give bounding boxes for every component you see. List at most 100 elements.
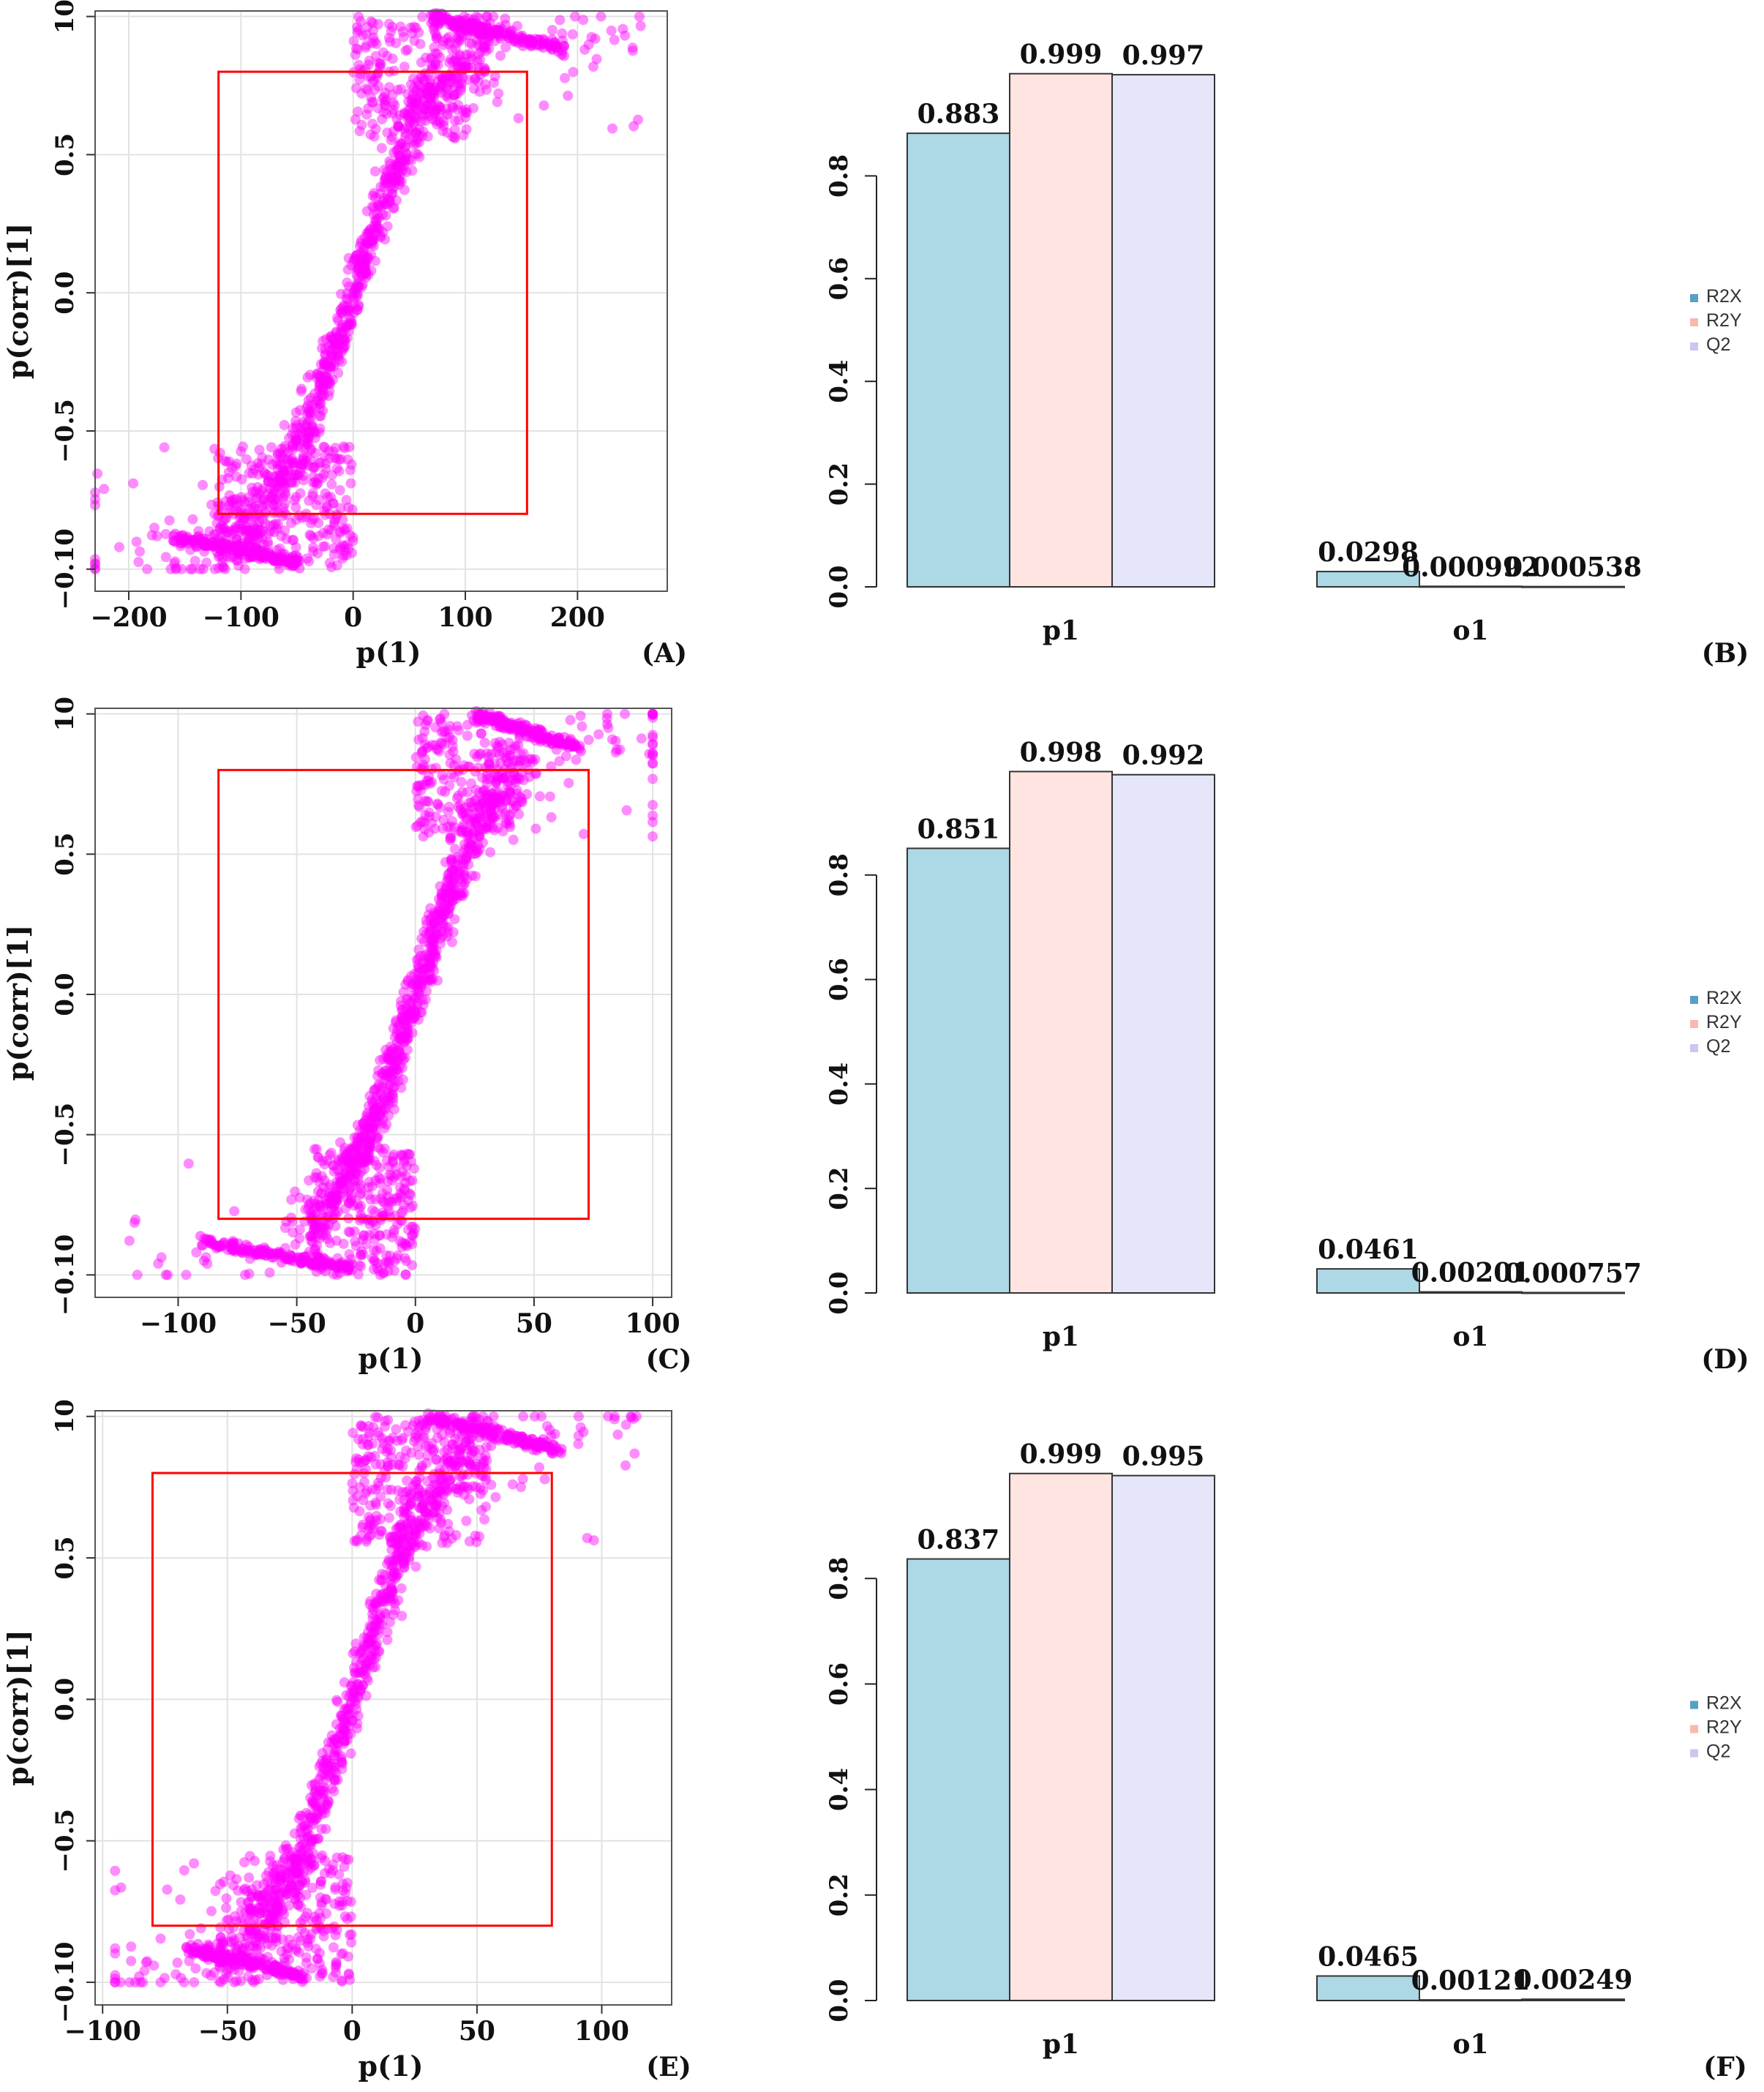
data-point [228,494,239,505]
data-point [386,177,397,188]
data-point [374,212,385,223]
data-point [546,811,557,822]
data-point [361,228,372,239]
data-point [384,197,395,208]
data-point [442,127,453,138]
bar-r2x-p1 [907,132,1010,588]
data-point [176,1973,187,1984]
data-point [379,175,390,186]
data-point [302,1856,313,1867]
data-point [338,300,349,311]
data-point [418,759,429,770]
data-point [399,1030,410,1041]
data-point [454,825,465,836]
data-point [329,514,340,525]
data-point [249,528,260,539]
data-point [370,215,381,226]
data-point [278,465,289,476]
data-point [379,96,390,107]
data-point [314,457,325,468]
data-point [363,228,374,239]
data-point [368,97,378,108]
data-point [338,301,349,312]
data-point [353,1169,364,1180]
data-point [409,35,420,46]
data-point [265,526,275,537]
data-point [367,1438,378,1449]
data-point [268,484,279,495]
data-point [331,1210,342,1220]
data-point [362,238,373,249]
data-point [420,963,430,974]
data-point [381,108,392,119]
data-point [476,798,487,809]
data-point [337,342,348,353]
data-point [377,1207,388,1218]
data-point [380,171,391,182]
data-point [377,1443,388,1454]
data-point [436,717,447,728]
data-point [440,885,451,896]
data-point [336,307,347,318]
data-point [358,1433,369,1444]
data-point [395,21,406,32]
data-point [394,170,405,181]
data-point [380,1065,391,1076]
data-point [466,778,476,789]
data-point [306,410,317,421]
data-point [308,462,319,473]
data-point [459,870,470,881]
data-point [627,42,638,53]
data-point [298,470,309,481]
data-point [244,1268,255,1279]
data-point [277,1874,288,1885]
data-point [342,264,353,275]
data-point [467,839,477,850]
data-point [359,250,369,261]
data-point [370,1194,381,1205]
data-point [283,432,294,443]
data-point [293,470,304,481]
data-point [309,513,320,524]
data-point [330,443,341,454]
data-point [369,36,380,47]
data-point [328,1160,339,1171]
data-point [249,530,260,541]
data-point [424,82,435,93]
data-point [379,164,390,175]
data-point [230,461,241,472]
data-point [383,173,394,184]
data-point [392,145,403,156]
data-point [425,53,436,64]
data-point [272,448,283,459]
data-point [365,1500,376,1511]
data-point [495,50,506,61]
data-point [209,443,220,454]
data-point [326,333,337,344]
data-point [353,25,364,36]
data-point [424,778,435,789]
data-point [305,454,316,465]
data-point [397,1205,408,1216]
data-point [315,372,326,382]
data-point [218,515,228,525]
data-point [465,48,476,59]
data-point [437,738,447,749]
data-point [209,509,220,520]
data-point [339,335,350,346]
data-point [329,358,339,369]
data-point [223,467,234,478]
data-point [329,340,340,350]
data-point [384,156,395,167]
data-point [364,59,375,70]
data-point [307,422,318,433]
data-point [474,86,485,97]
data-point [244,1872,255,1883]
data-point [419,102,429,113]
data-point [429,910,440,921]
data-point [539,1474,550,1485]
data-point [413,800,424,811]
data-point [317,1747,328,1758]
data-point [453,801,464,812]
data-point [378,209,389,220]
